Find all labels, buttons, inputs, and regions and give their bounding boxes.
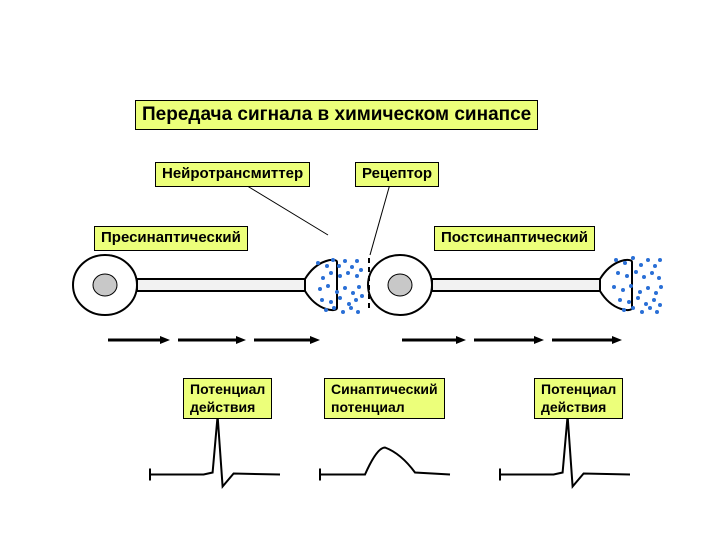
synapse-diagram: [0, 0, 720, 540]
label-presynaptic: Пресинаптический: [94, 226, 248, 251]
diagram-title: Передача сигнала в химическом синапсе: [135, 100, 538, 130]
label-receptor: Рецептор: [355, 162, 439, 187]
label-synaptic-potential: Синаптический потенциал: [324, 378, 445, 419]
label-postsynaptic: Постсинаптический: [434, 226, 595, 251]
label-neurotransmitter: Нейротрансмиттер: [155, 162, 310, 187]
label-action-potential-2: Потенциал действия: [534, 378, 623, 419]
label-action-potential-1: Потенциал действия: [183, 378, 272, 419]
